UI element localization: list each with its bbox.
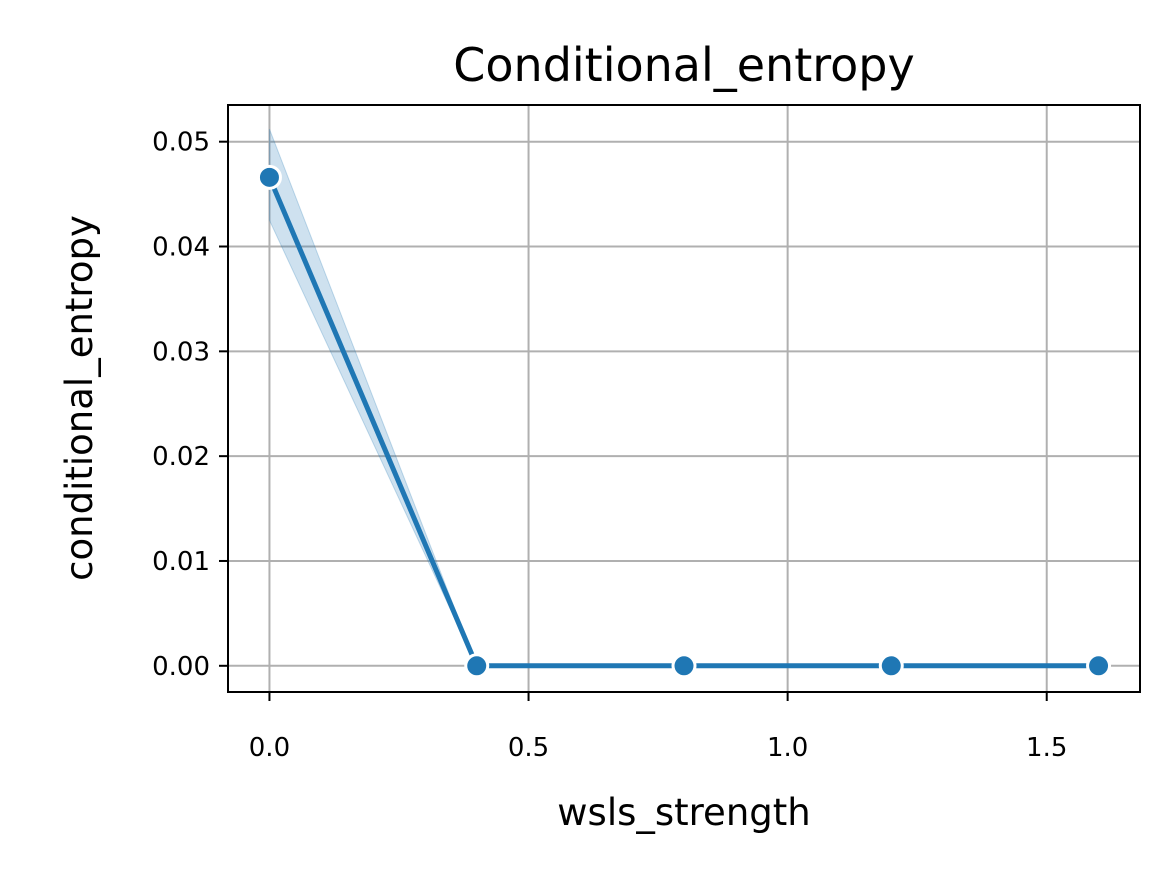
marker-layer bbox=[256, 164, 1112, 679]
chart-title: Conditional_entropy bbox=[453, 38, 914, 92]
y-tick-label: 0.05 bbox=[152, 128, 210, 158]
y-tick-label: 0.04 bbox=[152, 233, 210, 263]
x-tick-label: 0.0 bbox=[249, 733, 290, 763]
data-point bbox=[256, 164, 282, 190]
x-tick-label: 1.5 bbox=[1026, 733, 1067, 763]
x-axis-label: wsls_strength bbox=[557, 791, 810, 834]
data-point bbox=[671, 653, 697, 679]
y-tick-label: 0.02 bbox=[152, 442, 210, 472]
data-point bbox=[878, 653, 904, 679]
y-tick-label: 0.03 bbox=[152, 337, 210, 367]
data-point bbox=[464, 653, 490, 679]
x-tick-label: 0.5 bbox=[508, 733, 549, 763]
x-tick-label: 1.0 bbox=[767, 733, 808, 763]
grid bbox=[228, 105, 1140, 692]
ticks: 0.0 0.5 1.0 1.5 0.00 0.01 0.02 0.03 0.04 0.05 bbox=[152, 128, 1067, 763]
plot-frame bbox=[227, 104, 1141, 693]
y-tick-label: 0.00 bbox=[152, 652, 210, 682]
y-tick-label: 0.01 bbox=[152, 547, 210, 577]
y-axis-label: conditional_entropy bbox=[58, 215, 101, 581]
data-point bbox=[1086, 653, 1112, 679]
